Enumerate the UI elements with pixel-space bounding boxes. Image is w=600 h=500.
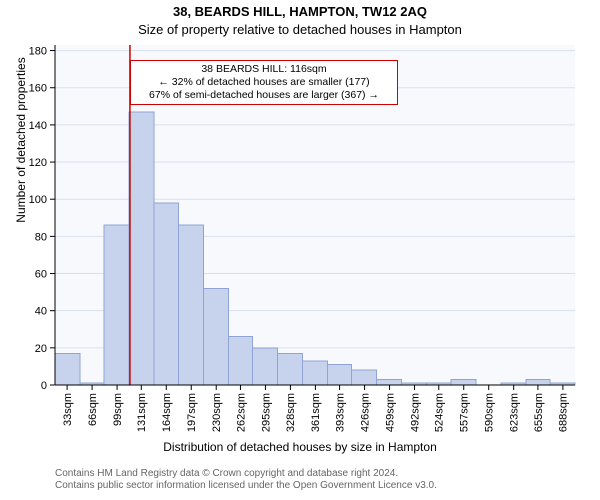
- x-tick-label: 99sqm: [112, 393, 124, 426]
- x-tick-label: 688sqm: [558, 393, 570, 432]
- x-tick-label: 197sqm: [186, 393, 198, 432]
- y-tick-label: 80: [35, 231, 47, 243]
- x-tick-label: 328sqm: [285, 393, 297, 432]
- y-tick-label: 140: [29, 120, 47, 132]
- histogram-bar: [178, 225, 203, 385]
- annotation-line3: 67% of semi-detached houses are larger (…: [137, 89, 391, 102]
- x-tick-label: 590sqm: [484, 393, 496, 432]
- x-tick-label: 524sqm: [434, 393, 446, 432]
- y-tick-label: 100: [29, 194, 47, 206]
- x-tick-label: 459sqm: [384, 393, 396, 432]
- histogram-bar: [129, 112, 154, 385]
- x-tick-label: 33sqm: [62, 393, 74, 426]
- histogram-bar: [352, 370, 377, 385]
- histogram-bar: [55, 353, 80, 385]
- annotation-box: 38 BEARDS HILL: 116sqm ← 32% of detached…: [130, 60, 398, 105]
- main-title: 38, BEARDS HILL, HAMPTON, TW12 2AQ: [0, 4, 600, 19]
- histogram-bar: [303, 361, 328, 385]
- y-tick-label: 60: [35, 269, 47, 281]
- histogram-bar: [253, 348, 278, 385]
- histogram-bar: [526, 379, 550, 385]
- x-tick-label: 361sqm: [310, 393, 322, 432]
- histogram-bar: [451, 379, 476, 385]
- histogram-bar: [278, 353, 303, 385]
- footer-line1: Contains HM Land Registry data © Crown c…: [55, 468, 437, 480]
- histogram-bar: [327, 365, 351, 385]
- x-axis-label: Distribution of detached houses by size …: [0, 440, 600, 454]
- y-axis-label: Number of detached properties: [14, 0, 28, 310]
- x-tick-label: 164sqm: [161, 393, 173, 432]
- y-tick-label: 180: [29, 46, 47, 58]
- annotation-line1: 38 BEARDS HILL: 116sqm: [137, 63, 391, 76]
- histogram-bar: [377, 379, 402, 385]
- histogram-bar: [104, 225, 129, 385]
- y-tick-label: 0: [41, 380, 47, 392]
- x-tick-label: 623sqm: [509, 393, 521, 432]
- annotation-line2: ← 32% of detached houses are smaller (17…: [137, 76, 391, 89]
- x-tick-label: 655sqm: [533, 393, 545, 432]
- histogram-bar: [203, 288, 228, 385]
- y-tick-label: 120: [29, 157, 47, 169]
- x-tick-label: 393sqm: [334, 393, 346, 432]
- x-tick-label: 262sqm: [235, 393, 247, 432]
- histogram-bar: [228, 337, 252, 385]
- x-tick-label: 492sqm: [409, 393, 421, 432]
- y-tick-label: 40: [35, 306, 47, 318]
- x-tick-label: 426sqm: [359, 393, 371, 432]
- subtitle: Size of property relative to detached ho…: [0, 22, 600, 37]
- footer-line2: Contains public sector information licen…: [55, 480, 437, 492]
- x-tick-label: 557sqm: [459, 393, 471, 432]
- x-tick-label: 295sqm: [260, 393, 272, 432]
- y-tick-label: 20: [35, 343, 47, 355]
- histogram-bar: [154, 203, 178, 385]
- y-tick-label: 160: [29, 83, 47, 95]
- x-tick-label: 131sqm: [136, 393, 148, 432]
- x-tick-label: 66sqm: [87, 393, 99, 426]
- x-tick-label: 230sqm: [211, 393, 223, 432]
- footer-attribution: Contains HM Land Registry data © Crown c…: [55, 468, 437, 492]
